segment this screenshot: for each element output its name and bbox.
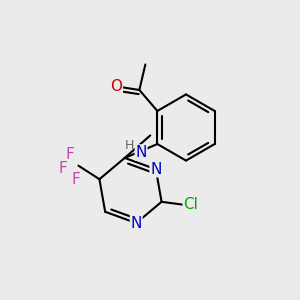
Text: F: F (71, 172, 80, 187)
Text: O: O (110, 80, 122, 94)
Text: F: F (58, 161, 67, 176)
Text: F: F (66, 147, 74, 162)
Text: H: H (125, 139, 134, 152)
Text: N: N (135, 145, 147, 160)
Text: N: N (130, 216, 142, 231)
Text: N: N (150, 162, 161, 177)
Text: Cl: Cl (183, 197, 198, 212)
